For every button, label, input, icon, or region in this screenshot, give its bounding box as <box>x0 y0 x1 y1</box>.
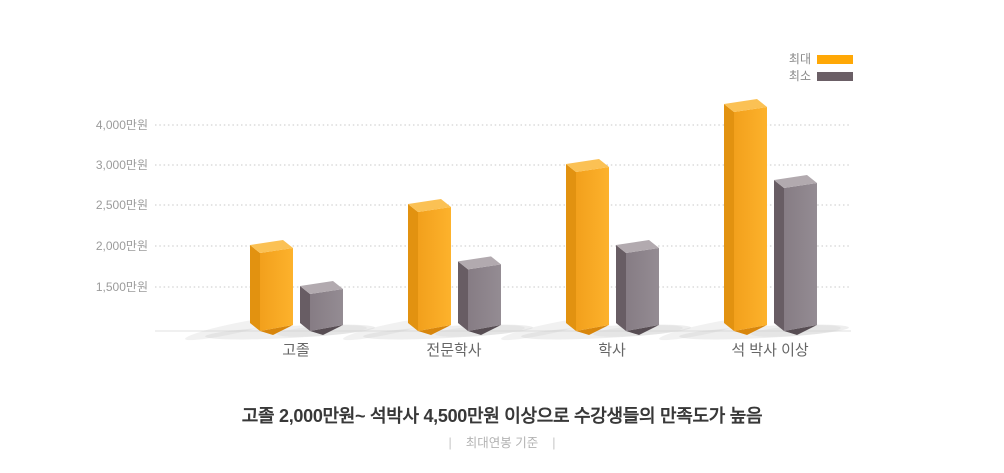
bar-max-2 <box>566 159 609 335</box>
y-tick-label-2000: 2,000만원 <box>95 239 148 253</box>
legend-label-1: 최소 <box>788 69 811 83</box>
x-axis-label-3: 석 박사 이상 <box>731 342 809 359</box>
bar-max-1 <box>408 199 451 335</box>
bar-min-3 <box>774 175 817 335</box>
caption-delimiter-left: | <box>448 436 452 450</box>
bar-min-0 <box>300 281 343 335</box>
y-tick-label-3000: 3,000만원 <box>95 158 148 172</box>
legend-item-1: 최소 <box>789 69 853 84</box>
y-tick-label-4000: 4,000만원 <box>95 118 148 132</box>
bar-min-2 <box>616 240 659 335</box>
chart-headline: 고졸 2,000만원~ 석박사 4,500만원 이상으로 수강생들의 만족도가 … <box>241 406 763 426</box>
bar-max-3 <box>724 99 767 335</box>
x-axis-label-2: 학사 <box>598 342 626 359</box>
legend-swatch-1 <box>817 72 853 81</box>
bar-min-1 <box>458 256 501 335</box>
legend-item-0: 최대 <box>789 52 853 67</box>
legend-label-0: 최대 <box>788 52 811 66</box>
x-axis-label-0: 고졸 <box>282 342 310 359</box>
y-tick-label-2500: 2,500만원 <box>95 198 148 212</box>
x-axis-label-1: 전문학사 <box>426 342 482 359</box>
caption-text: 최대연봉 기준 <box>465 436 539 450</box>
bar-max-0 <box>250 240 293 335</box>
y-tick-label-1500: 1,500만원 <box>95 280 148 294</box>
legend-swatch-0 <box>817 55 853 64</box>
chart-caption: | 최대연봉 기준 | <box>0 432 1004 451</box>
caption-delimiter-right: | <box>552 436 556 450</box>
